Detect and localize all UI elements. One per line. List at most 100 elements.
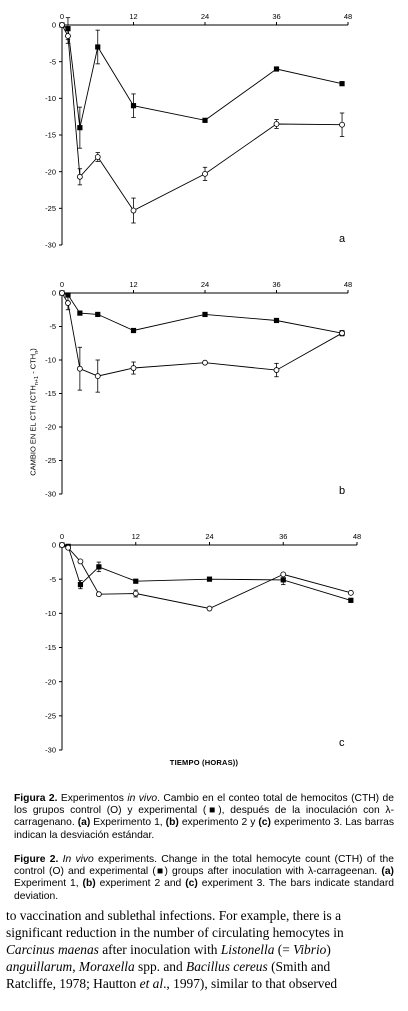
- x-tick-label: 48: [344, 12, 352, 21]
- series-line: [61, 24, 343, 128]
- data-point-circle: [202, 170, 208, 177]
- y-tick-label: -10: [45, 94, 56, 103]
- chart-panel-c: 0 12 24 36 48 0 -5 -10 -15 -20 -25 -30 c: [45, 532, 361, 755]
- y-tick-label: -5: [49, 322, 56, 331]
- data-point-square: [77, 582, 84, 588]
- series-control: [59, 542, 354, 612]
- y-tick-label: -20: [45, 167, 56, 176]
- data-point-square: [130, 327, 137, 334]
- data-point-circle: [202, 359, 208, 366]
- data-point-square: [202, 117, 208, 123]
- series-control: [59, 290, 345, 393]
- data-point-circle: [130, 365, 137, 371]
- y-tick-label: -30: [45, 746, 56, 755]
- data-point-circle: [94, 373, 101, 379]
- series-line: [61, 544, 352, 609]
- data-point-square: [65, 292, 71, 298]
- data-point-circle: [77, 558, 84, 565]
- data-point-square: [273, 317, 280, 324]
- data-point-square: [133, 578, 139, 584]
- y-tick-label: -25: [45, 711, 56, 720]
- x-tick-label: 36: [272, 12, 280, 21]
- x-tick-label: 0: [60, 280, 64, 289]
- y-tick-label: -10: [45, 356, 56, 365]
- x-tick-label: 0: [60, 12, 64, 21]
- data-point-square: [130, 103, 137, 109]
- y-tick-label: -25: [45, 204, 56, 213]
- x-tick-label: 12: [129, 12, 137, 21]
- data-point-square: [206, 576, 213, 582]
- data-point-circle: [59, 542, 65, 548]
- y-tick-label: 0: [52, 289, 56, 298]
- data-point-circle: [273, 121, 280, 127]
- data-point-circle: [65, 33, 71, 39]
- y-tick-label: -30: [45, 490, 56, 499]
- figure-caption-english: Figure 2. In vivo experiments. Change in…: [14, 854, 394, 902]
- data-point-square: [77, 310, 83, 316]
- data-point-circle: [59, 290, 65, 296]
- data-point-square: [95, 311, 101, 318]
- body-paragraph: to vaccination and sublethal infections.…: [6, 907, 402, 992]
- series-line: [61, 24, 343, 212]
- y-tick-label: -10: [45, 609, 56, 618]
- x-tick-label: 36: [272, 280, 280, 289]
- body-line: Ratcliffe, 1978; Hautton et al., 1997), …: [6, 976, 338, 991]
- panel-label: c: [339, 737, 345, 749]
- series-line: [61, 292, 343, 377]
- panel-label: a: [339, 233, 346, 245]
- data-point-square: [77, 125, 83, 131]
- body-line: Carcinus maenas after inoculation with L…: [6, 942, 331, 957]
- series-line: [61, 292, 343, 334]
- chart-panel-a: 0 12 24 36 48 0 -5 -10 -15 -20 -25 -30 a: [45, 12, 352, 250]
- data-point-circle: [339, 330, 345, 337]
- x-tick-label: 24: [201, 12, 209, 21]
- data-point-circle: [94, 154, 101, 160]
- body-line: anguillarum, Moraxella spp. and Bacillus…: [6, 959, 331, 974]
- data-point-square: [96, 564, 102, 570]
- data-point-circle: [59, 22, 65, 28]
- data-point-circle: [76, 365, 83, 372]
- x-tick-label: 36: [279, 532, 287, 541]
- x-tick-label: 24: [205, 532, 213, 541]
- series-experimental: [59, 290, 345, 337]
- y-tick-label: -5: [49, 575, 56, 584]
- data-point-circle: [95, 591, 102, 598]
- y-tick-label: -30: [45, 241, 56, 250]
- data-point-circle: [65, 300, 71, 306]
- series-experimental: [59, 17, 345, 149]
- y-tick-label: -5: [49, 57, 56, 66]
- data-point-square: [348, 597, 354, 603]
- data-point-circle: [280, 571, 287, 578]
- y-tick-label: 0: [52, 541, 56, 550]
- y-tick-label: -15: [45, 643, 56, 652]
- chart-panel-b: 0 12 24 36 48 0 -5 -10 -15 -20 -25 -30 b: [45, 280, 352, 499]
- panel-label: b: [339, 485, 345, 497]
- series-line: [61, 544, 352, 601]
- y-tick-label: -25: [45, 456, 56, 465]
- data-point-circle: [130, 207, 137, 214]
- data-point-circle: [339, 121, 345, 128]
- data-point-circle: [132, 590, 139, 597]
- data-point-square: [280, 577, 286, 583]
- series-control: [59, 22, 345, 224]
- x-tick-label: 24: [201, 280, 209, 289]
- x-tick-label: 12: [129, 280, 137, 289]
- y-tick-label: -20: [45, 423, 56, 432]
- y-tick-label: 0: [52, 21, 56, 30]
- data-point-circle: [273, 367, 280, 373]
- x-axis-label: TIEMPO (HORAS)): [169, 758, 239, 767]
- data-point-circle: [76, 173, 83, 180]
- x-tick-label: 0: [60, 532, 64, 541]
- data-point-square: [95, 44, 101, 50]
- y-tick-label: -15: [45, 131, 56, 140]
- x-tick-label: 48: [344, 280, 352, 289]
- x-tick-label: 48: [353, 532, 361, 541]
- x-tick-label: 12: [132, 532, 140, 541]
- y-axis-label: CAMBIO EN EL CTH (CTHn+1 - CTHn): [28, 348, 40, 476]
- data-point-square: [273, 66, 280, 72]
- data-point-circle: [347, 589, 354, 596]
- body-line: to vaccination and sublethal infections.…: [6, 908, 342, 923]
- data-point-circle: [206, 605, 213, 612]
- data-point-circle: [65, 544, 72, 551]
- charts-figure: 0 12 24 36 48 0 -5 -10 -15 -20 -25 -30 a 0 12 24 36 48 0 -5…: [45, 12, 361, 755]
